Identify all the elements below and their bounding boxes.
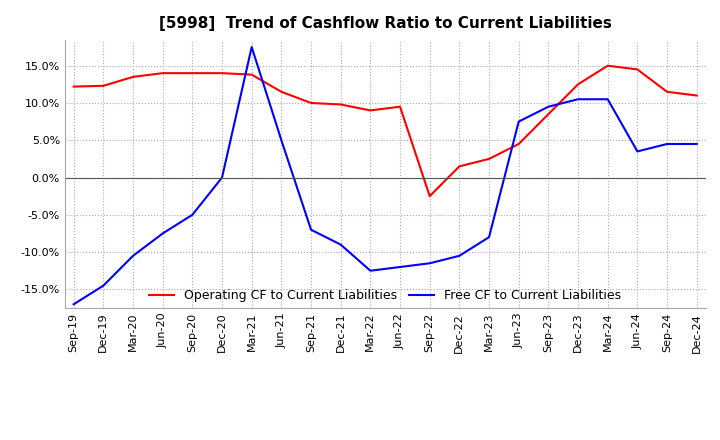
Free CF to Current Liabilities [129,253,138,258]
Operating CF to Current Liabilities [662,89,671,95]
Operating CF to Current Liabilities [158,70,167,76]
Free CF to Current Liabilities [633,149,642,154]
Operating CF to Current Liabilities [693,93,701,98]
Operating CF to Current Liabilities [217,70,226,76]
Free CF to Current Liabilities [662,141,671,147]
Free CF to Current Liabilities [336,242,345,247]
Free CF to Current Liabilities [188,212,197,217]
Free CF to Current Liabilities [603,97,612,102]
Free CF to Current Liabilities [514,119,523,124]
Free CF to Current Liabilities [217,175,226,180]
Operating CF to Current Liabilities [129,74,138,80]
Operating CF to Current Liabilities [69,84,78,89]
Operating CF to Current Liabilities [603,63,612,68]
Free CF to Current Liabilities [485,235,493,240]
Free CF to Current Liabilities [158,231,167,236]
Legend: Operating CF to Current Liabilities, Free CF to Current Liabilities: Operating CF to Current Liabilities, Fre… [144,284,626,307]
Operating CF to Current Liabilities [366,108,374,113]
Free CF to Current Liabilities [366,268,374,273]
Free CF to Current Liabilities [307,227,315,232]
Free CF to Current Liabilities [99,283,108,288]
Operating CF to Current Liabilities [336,102,345,107]
Operating CF to Current Liabilities [574,82,582,87]
Operating CF to Current Liabilities [248,72,256,77]
Free CF to Current Liabilities [544,104,553,109]
Operating CF to Current Liabilities [307,100,315,106]
Free CF to Current Liabilities [574,97,582,102]
Operating CF to Current Liabilities [544,111,553,117]
Line: Operating CF to Current Liabilities: Operating CF to Current Liabilities [73,66,697,196]
Operating CF to Current Liabilities [426,194,434,199]
Operating CF to Current Liabilities [277,89,286,95]
Operating CF to Current Liabilities [188,70,197,76]
Title: [5998]  Trend of Cashflow Ratio to Current Liabilities: [5998] Trend of Cashflow Ratio to Curren… [159,16,611,32]
Free CF to Current Liabilities [277,138,286,143]
Operating CF to Current Liabilities [99,83,108,88]
Operating CF to Current Liabilities [514,141,523,147]
Operating CF to Current Liabilities [396,104,405,109]
Free CF to Current Liabilities [69,302,78,307]
Free CF to Current Liabilities [248,44,256,50]
Operating CF to Current Liabilities [455,164,464,169]
Free CF to Current Liabilities [455,253,464,258]
Free CF to Current Liabilities [396,264,405,270]
Line: Free CF to Current Liabilities: Free CF to Current Liabilities [73,47,697,304]
Operating CF to Current Liabilities [485,156,493,161]
Operating CF to Current Liabilities [633,67,642,72]
Free CF to Current Liabilities [693,141,701,147]
Free CF to Current Liabilities [426,260,434,266]
